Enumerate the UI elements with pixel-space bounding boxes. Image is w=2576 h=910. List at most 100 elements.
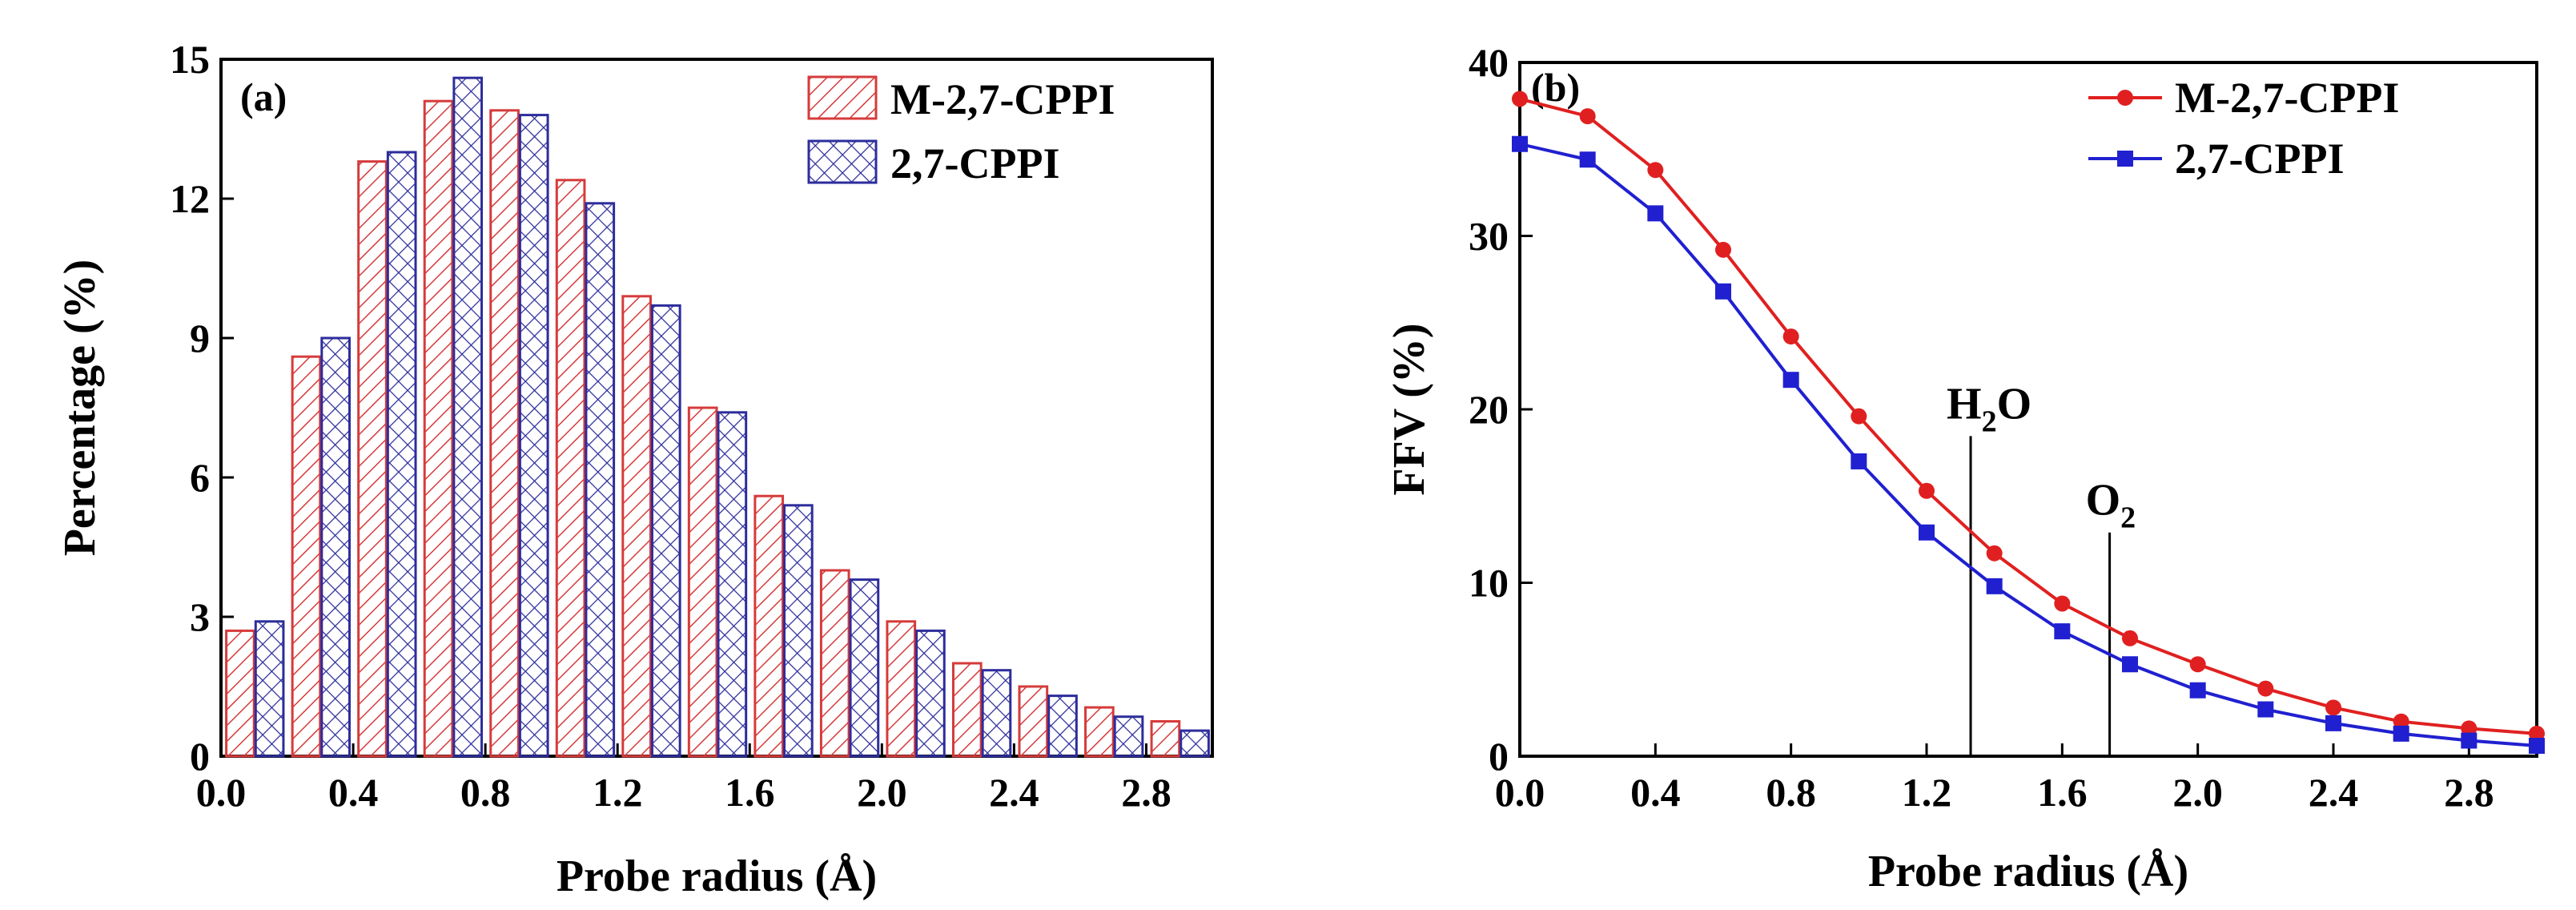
bar	[357, 160, 388, 758]
x-tick-label: 2.4	[2309, 770, 2359, 815]
data-point	[2529, 725, 2545, 742]
x-tick-label: 2.4	[989, 770, 1039, 815]
bar	[951, 662, 983, 758]
bar	[1113, 715, 1144, 758]
x-tick-label: 2.8	[1121, 770, 1171, 815]
bar	[849, 578, 880, 758]
data-point	[2122, 630, 2138, 646]
bar	[291, 355, 322, 758]
annotation-label: H2O	[1947, 379, 2031, 438]
x-tick-label: 2.0	[2172, 770, 2223, 815]
bar-chart-panel: (a) Percentage (%) Probe radius (Å) 0.0 0…	[55, 37, 1214, 901]
x-tick-label: 0.4	[1630, 770, 1681, 815]
bar	[886, 620, 917, 758]
legend-label-27cppi: 2,7-CPPI	[890, 139, 1059, 187]
y-tick-label: 0	[1489, 734, 1509, 779]
y-axis-title: FFV (%)	[1384, 323, 1434, 495]
legend: M-2,7-CPPI 2,7-CPPI	[807, 75, 1115, 187]
data-point	[2325, 715, 2341, 731]
annotation-subscript: 2	[1982, 405, 1997, 438]
bar	[518, 114, 549, 758]
annotation-main: H	[1947, 379, 1982, 429]
bar	[386, 151, 417, 758]
bar	[783, 504, 814, 758]
x-tick-label: 0.8	[460, 770, 511, 815]
x-tick-label: 1.2	[593, 770, 643, 815]
data-point	[2257, 701, 2274, 718]
series-line	[1519, 142, 2538, 748]
bar	[489, 109, 520, 758]
y-tick-label: 3	[190, 594, 210, 639]
data-point	[1851, 453, 1867, 469]
y-tick-label: 12	[170, 176, 210, 221]
x-axis-title: Probe radius (Å)	[1868, 847, 2188, 896]
bar	[452, 76, 484, 758]
data-point	[1579, 108, 1596, 125]
data-point	[1647, 162, 1664, 179]
legend-swatch-m27cppi	[807, 75, 878, 120]
bar	[754, 494, 785, 758]
x-tick-label: 0.0	[1495, 770, 1545, 815]
x-tick-label: 1.6	[725, 770, 775, 815]
series-lines	[1512, 91, 2545, 755]
x-tick-label: 0.0	[196, 770, 247, 815]
axis-ticks: 0.0 0.4 0.8 1.2 1.6 2.0 2.4 2.8 0 3 6 9 12 15	[170, 37, 1171, 815]
data-point	[1715, 241, 1731, 258]
data-point	[1782, 372, 1799, 389]
data-point	[1782, 328, 1799, 345]
panel-label: (a)	[240, 74, 287, 119]
data-point	[2461, 732, 2478, 749]
data-point	[1647, 205, 1664, 222]
data-point	[1986, 578, 2003, 594]
data-point	[1579, 151, 1596, 168]
y-tick-label: 40	[1469, 40, 1509, 85]
data-point	[1715, 283, 1731, 300]
data-point	[2529, 738, 2545, 755]
y-tick-label: 10	[1469, 561, 1509, 606]
bar	[225, 629, 255, 758]
y-tick-label: 0	[190, 734, 210, 779]
axis-ticks: 0.0 0.4 0.8 1.2 1.6 2.0 2.4 2.8 0 10 20 30 40	[1469, 40, 2494, 815]
y-tick-label: 30	[1469, 214, 1509, 259]
bar	[1047, 695, 1078, 758]
data-point	[2325, 699, 2341, 716]
legend-label-m27cppi: M-2,7-CPPI	[890, 75, 1115, 123]
bar	[555, 179, 586, 758]
bar	[320, 336, 351, 758]
data-point	[1512, 135, 1528, 152]
bar	[981, 669, 1012, 758]
x-tick-label: 2.8	[2444, 770, 2494, 815]
y-tick-label: 15	[170, 37, 210, 82]
data-point	[1851, 408, 1867, 425]
data-point	[2257, 680, 2274, 697]
data-point	[2189, 656, 2206, 673]
data-point	[1512, 91, 1528, 107]
x-tick-label: 1.2	[1902, 770, 1952, 815]
annotation-tail: O	[1997, 379, 2032, 429]
data-point	[2189, 682, 2206, 699]
data-point	[2122, 656, 2138, 673]
bar	[717, 411, 748, 758]
x-axis-title: Probe radius (Å)	[557, 852, 877, 901]
annotation-subscript: 2	[2120, 501, 2136, 535]
data-point	[1919, 482, 1935, 499]
data-point	[2054, 623, 2071, 640]
data-point	[1919, 524, 1935, 541]
legend-label-m27cppi: M-2,7-CPPI	[2175, 74, 2399, 122]
data-point	[2393, 713, 2409, 730]
bar	[254, 620, 285, 758]
bar	[650, 304, 681, 758]
bars	[225, 76, 1210, 758]
y-tick-label: 20	[1469, 387, 1509, 432]
annotation-main: O	[2086, 476, 2121, 525]
data-point	[2393, 725, 2409, 742]
annotation-label: O2	[2086, 476, 2136, 535]
x-tick-label: 0.8	[1766, 770, 1816, 815]
legend-marker-27cppi	[2117, 151, 2133, 167]
bar	[585, 202, 616, 758]
bar	[1018, 685, 1049, 758]
legend-marker-m27cppi	[2117, 90, 2133, 106]
legend-swatch-27cppi	[807, 139, 878, 184]
legend: M-2,7-CPPI 2,7-CPPI	[2088, 74, 2399, 183]
